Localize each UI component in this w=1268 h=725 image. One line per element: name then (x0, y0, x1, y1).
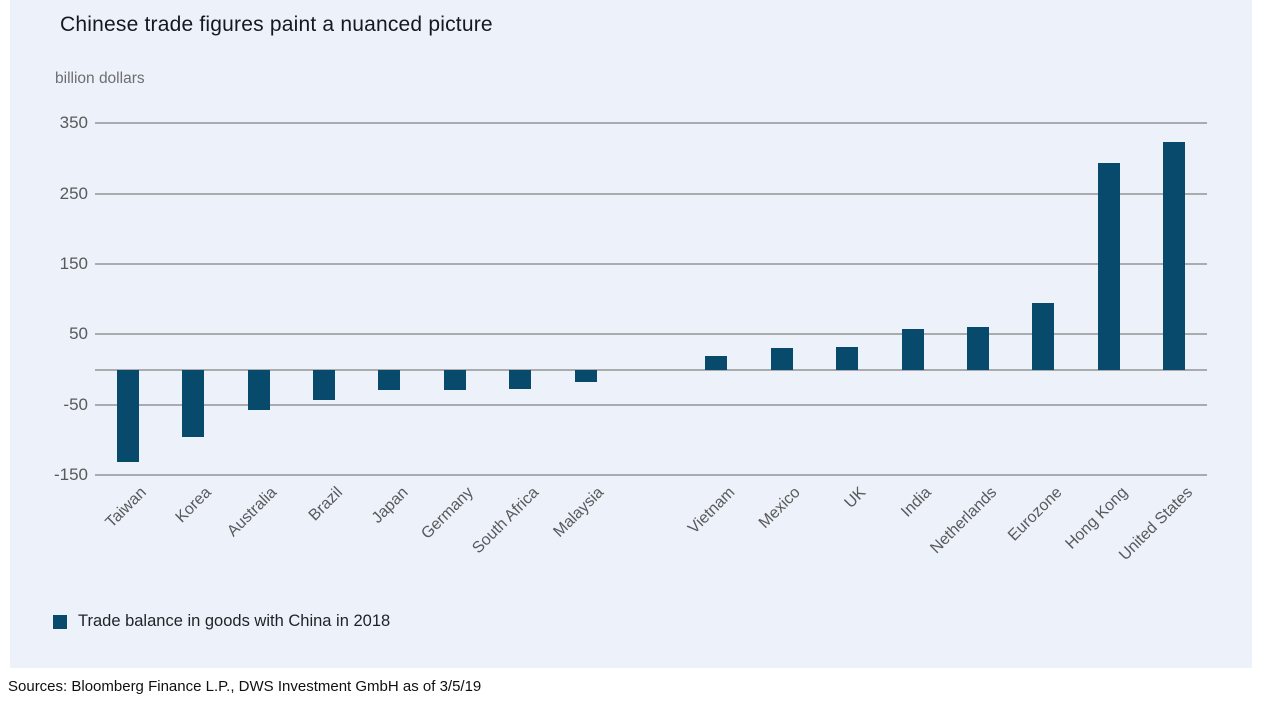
legend: Trade balance in goods with China in 201… (53, 612, 390, 631)
chart-title: Chinese trade figures paint a nuanced pi… (60, 13, 493, 36)
chart-panel: Chinese trade figures paint a nuanced pi… (10, 0, 1252, 668)
legend-label: Trade balance in goods with China in 201… (78, 612, 391, 630)
y-axis-units-label: billion dollars (55, 70, 145, 87)
source-note: Sources: Bloomberg Finance L.P., DWS Inv… (8, 678, 482, 695)
legend-swatch-icon (53, 614, 67, 629)
